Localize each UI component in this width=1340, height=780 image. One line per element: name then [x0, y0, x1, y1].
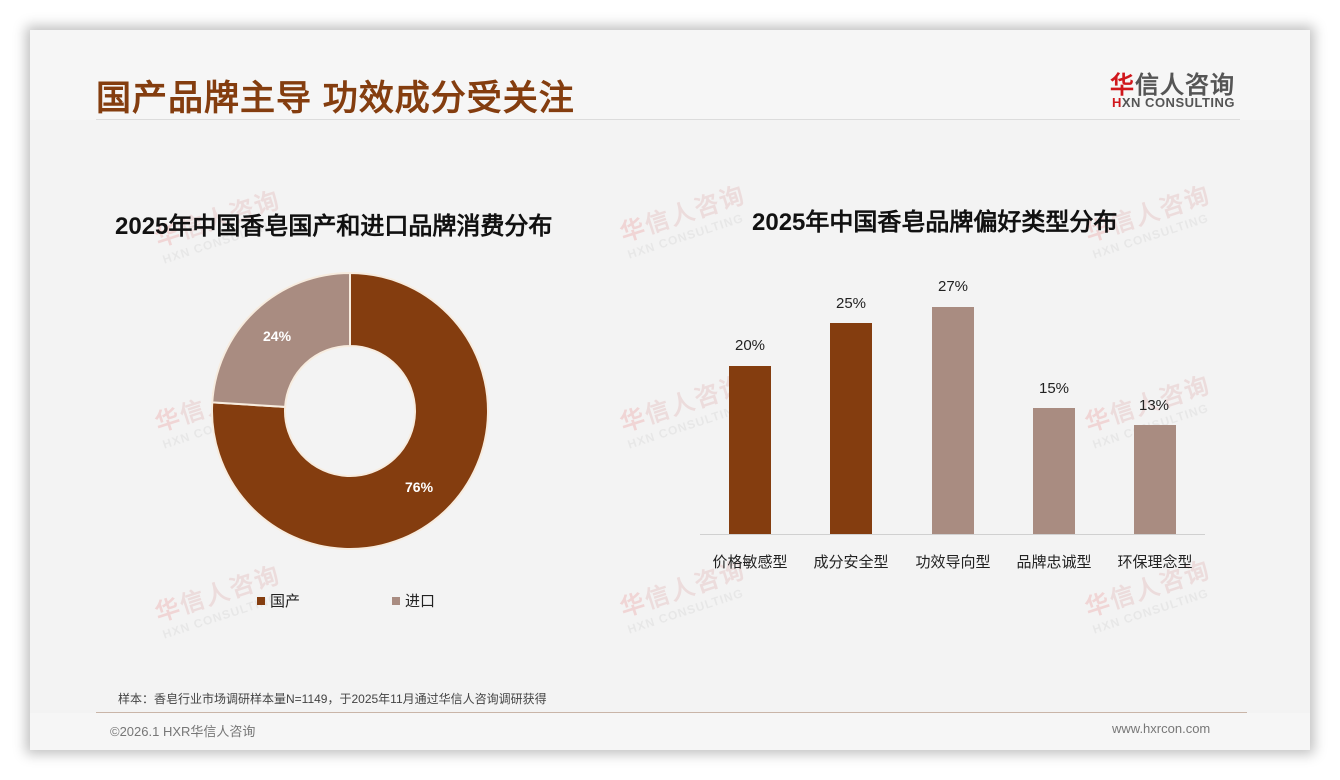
- page-title: 国产品牌主导 功效成分受关注: [96, 79, 575, 118]
- bar-category-label: 成分安全型: [813, 554, 889, 571]
- donut-chart-title: 2025年中国香皂国产和进口品牌消费分布: [115, 213, 553, 240]
- bar-value-label: 25%: [835, 295, 867, 312]
- bar-price-sensitive[interactable]: [729, 366, 771, 534]
- legend-item-import: 进口: [392, 590, 435, 611]
- logo-en: HXN CONSULTING: [1112, 95, 1236, 110]
- bar-ingredient-safety[interactable]: [830, 323, 872, 534]
- copyright: ©2026.1 HXR华信人咨询: [110, 724, 256, 739]
- donut-label-domestic: 76%: [405, 479, 434, 495]
- footer: ©2026.1 HXR华信人咨询 www.hxrcon.com: [30, 713, 1310, 750]
- bar-category-label: 功效导向型: [915, 554, 991, 571]
- legend-swatch-domestic: [257, 596, 265, 605]
- bar-value-label: 13%: [1138, 397, 1170, 414]
- bar-brand-loyal[interactable]: [1033, 408, 1075, 534]
- bar-value-label: 15%: [1038, 380, 1070, 397]
- bar-category-label: 环保理念型: [1117, 554, 1193, 571]
- bar-chart-title: 2025年中国香皂品牌偏好类型分布: [752, 209, 1118, 236]
- slide: 国产品牌主导 功效成分受关注 华信人咨询 HXN CONSULTING 华信人咨…: [30, 30, 1310, 750]
- bar-category-label: 品牌忠诚型: [1016, 554, 1092, 571]
- legend-item-domestic: 国产: [257, 590, 300, 611]
- sample-note: 样本：香皂行业市场调研样本量N=1149，于2025年11月通过华信人咨询调研获…: [118, 692, 547, 706]
- donut-label-import: 24%: [263, 328, 292, 344]
- bar-category-label: 价格敏感型: [712, 554, 788, 571]
- bar-eco-conscious[interactable]: [1134, 425, 1176, 534]
- donut-slice-domestic[interactable]: [211, 271, 489, 550]
- donut-chart: [211, 271, 489, 550]
- logo: 华信人咨询 HXN CONSULTING: [1110, 65, 1250, 115]
- footer-divider: [96, 712, 1247, 713]
- bar-value-label: 27%: [937, 278, 969, 295]
- bar-efficacy-oriented[interactable]: [932, 307, 974, 534]
- x-axis-line: [700, 534, 1205, 535]
- legend-swatch-import: [392, 596, 400, 605]
- bar-value-label: 20%: [734, 337, 766, 354]
- logo-cn: 华信人咨询: [1110, 72, 1235, 99]
- website-link[interactable]: www.hxrcon.com: [1112, 721, 1211, 736]
- header-divider: [96, 119, 1240, 120]
- header: 国产品牌主导 功效成分受关注 华信人咨询 HXN CONSULTING: [30, 30, 1310, 120]
- donut-slice-import[interactable]: [211, 271, 351, 408]
